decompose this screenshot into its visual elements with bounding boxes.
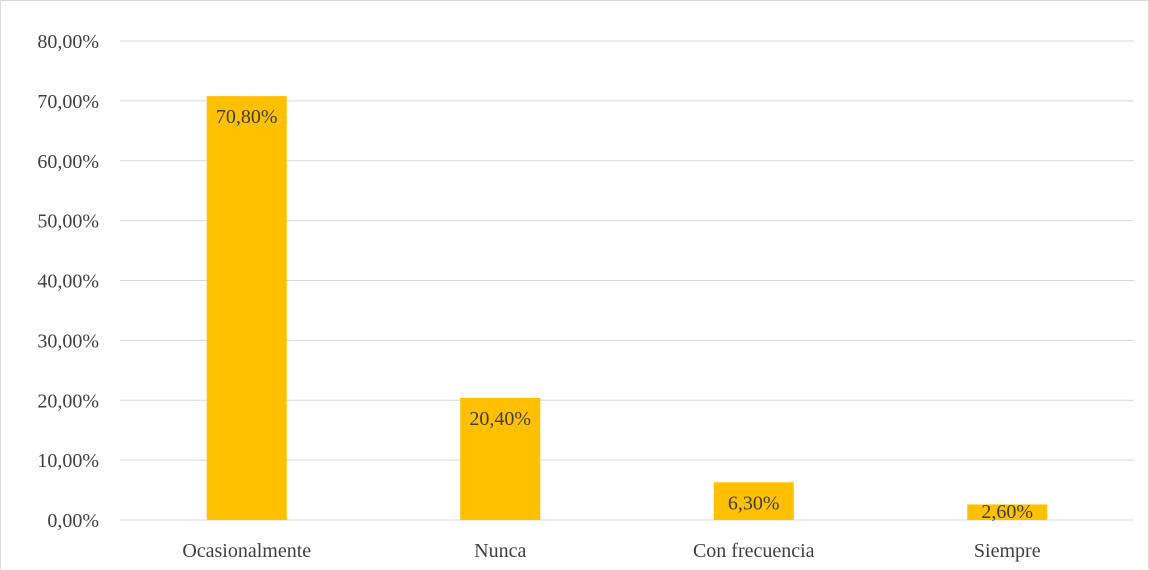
y-tick-label: 10,00% bbox=[37, 450, 99, 472]
y-tick-label: 0,00% bbox=[47, 510, 99, 532]
y-tick-label: 80,00% bbox=[37, 31, 99, 53]
data-label: 6,30% bbox=[728, 492, 780, 514]
y-tick-label: 30,00% bbox=[37, 330, 99, 352]
bar bbox=[460, 397, 541, 520]
y-tick-label: 20,00% bbox=[37, 390, 99, 412]
y-tick-label: 70,00% bbox=[37, 91, 99, 113]
bar bbox=[206, 96, 287, 521]
x-category-label: Ocasionalmente bbox=[182, 540, 311, 562]
y-tick-label: 60,00% bbox=[37, 151, 99, 173]
data-label: 2,60% bbox=[981, 501, 1033, 523]
x-category-label: Nunca bbox=[474, 540, 526, 562]
data-label: 20,40% bbox=[469, 408, 531, 430]
x-category-label: Con frecuencia bbox=[693, 540, 815, 562]
bar bbox=[713, 482, 794, 520]
y-tick-label: 50,00% bbox=[37, 211, 99, 233]
data-label: 70,80% bbox=[216, 106, 278, 128]
y-tick-label: 40,00% bbox=[37, 271, 99, 293]
bar bbox=[967, 504, 1048, 520]
x-category-label: Siempre bbox=[974, 540, 1041, 562]
